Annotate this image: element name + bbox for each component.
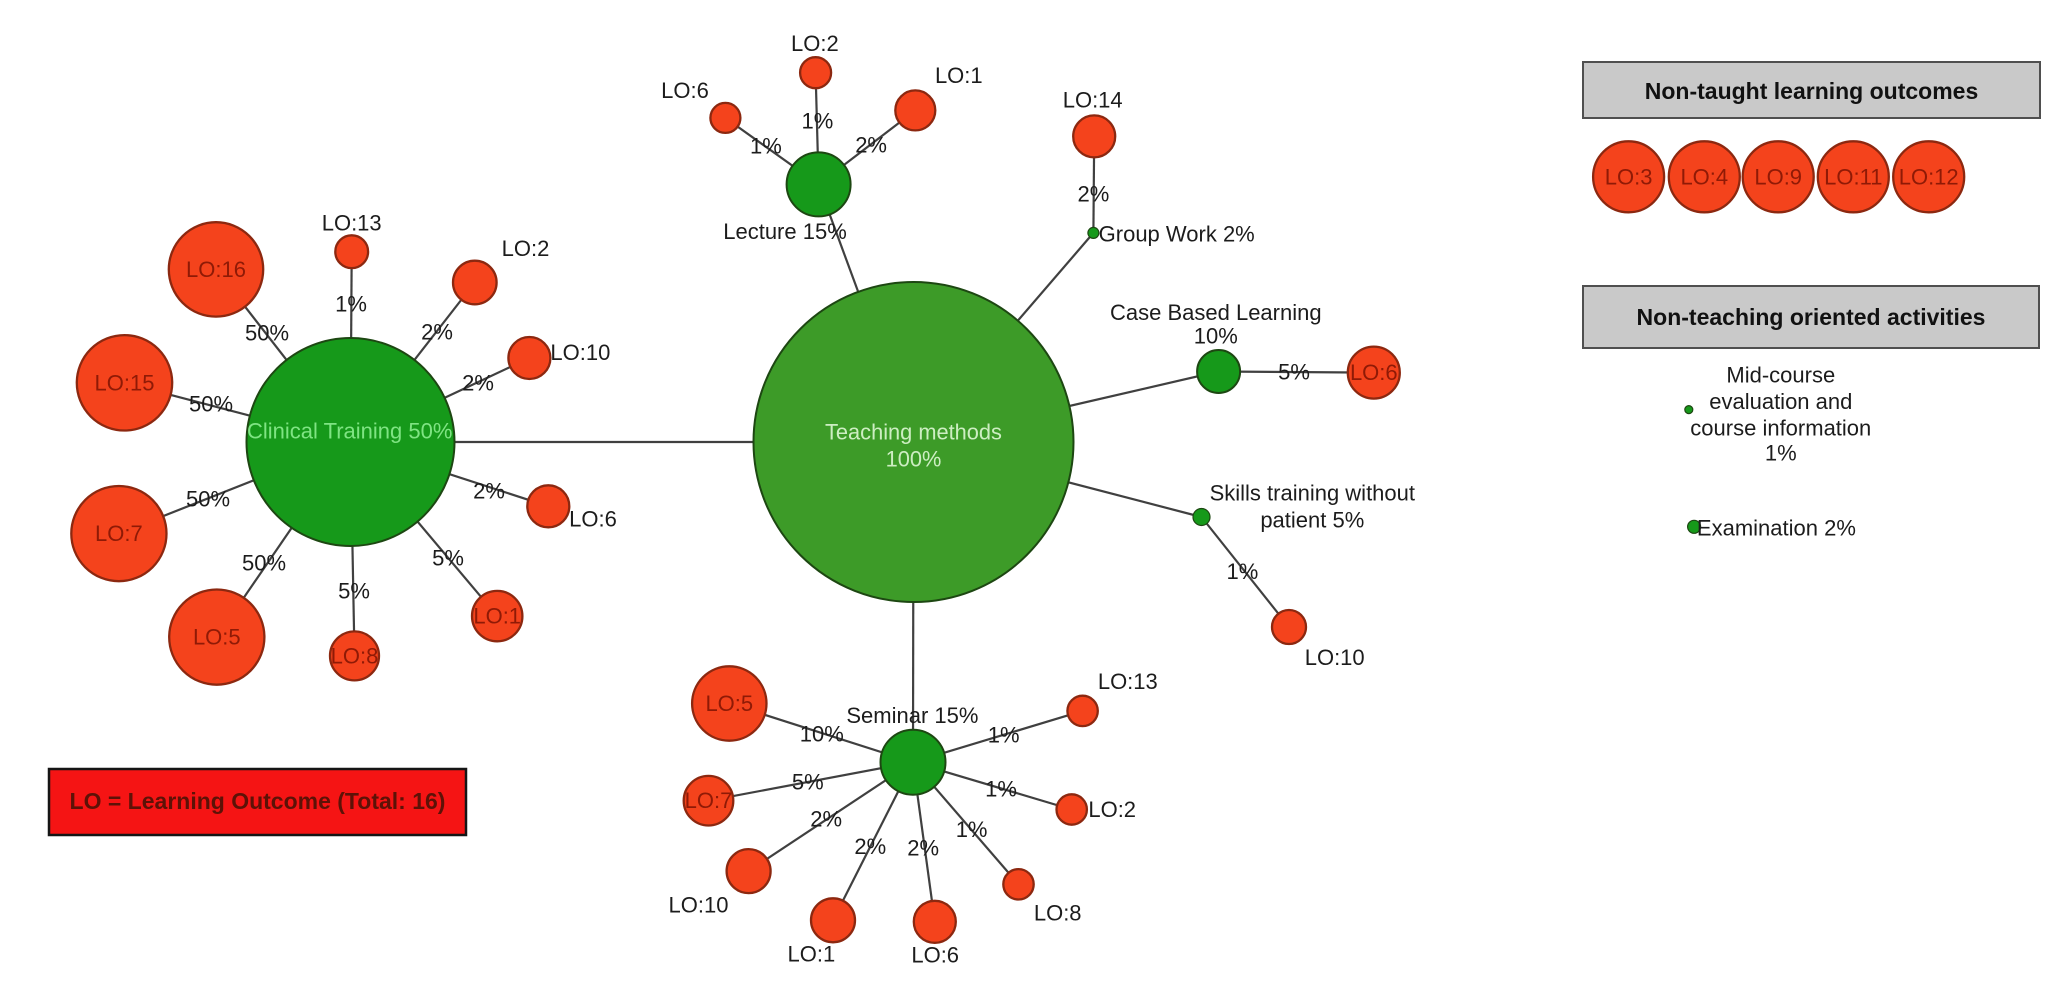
svg-text:LO:13: LO:13 bbox=[1098, 669, 1158, 694]
svg-text:LO:6: LO:6 bbox=[569, 506, 617, 531]
svg-text:1%: 1% bbox=[335, 292, 367, 317]
svg-text:1%: 1% bbox=[1227, 559, 1259, 584]
svg-text:LO:16: LO:16 bbox=[186, 257, 246, 282]
svg-text:2%: 2% bbox=[462, 371, 494, 396]
svg-text:LO:6: LO:6 bbox=[661, 78, 709, 103]
svg-text:1%: 1% bbox=[1765, 441, 1797, 466]
svg-text:LO:11: LO:11 bbox=[1824, 164, 1882, 189]
svg-text:Non-teaching oriented activiti: Non-teaching oriented activities bbox=[1637, 304, 1986, 330]
svg-text:LO:13: LO:13 bbox=[322, 211, 382, 236]
svg-text:LO:9: LO:9 bbox=[1754, 164, 1802, 189]
svg-text:1%: 1% bbox=[802, 108, 834, 133]
svg-text:Seminar 15%: Seminar 15% bbox=[846, 703, 978, 728]
svg-text:50%: 50% bbox=[245, 321, 289, 346]
svg-text:5%: 5% bbox=[432, 546, 464, 571]
svg-text:course information: course information bbox=[1690, 415, 1871, 440]
svg-text:LO:10: LO:10 bbox=[550, 340, 610, 365]
svg-text:100%: 100% bbox=[886, 447, 942, 472]
svg-text:Clinical Training 50%: Clinical Training 50% bbox=[247, 419, 452, 444]
svg-text:LO:1: LO:1 bbox=[788, 942, 836, 967]
svg-text:Teaching methods: Teaching methods bbox=[825, 420, 1002, 445]
svg-text:Skills training without: Skills training without bbox=[1210, 481, 1415, 506]
svg-text:Examination 2%: Examination 2% bbox=[1697, 515, 1856, 540]
svg-text:5%: 5% bbox=[792, 770, 824, 795]
svg-text:1%: 1% bbox=[985, 777, 1017, 802]
svg-text:2%: 2% bbox=[1078, 182, 1110, 207]
svg-text:LO:7: LO:7 bbox=[685, 788, 733, 813]
svg-text:LO:3: LO:3 bbox=[1605, 164, 1653, 189]
svg-text:Group Work 2%: Group Work 2% bbox=[1099, 222, 1255, 247]
svg-text:2%: 2% bbox=[855, 132, 887, 157]
svg-text:LO:10: LO:10 bbox=[1305, 645, 1365, 670]
svg-text:evaluation and: evaluation and bbox=[1709, 389, 1852, 414]
svg-text:10%: 10% bbox=[1194, 324, 1238, 349]
svg-text:LO:8: LO:8 bbox=[331, 643, 379, 668]
svg-text:LO:1: LO:1 bbox=[935, 63, 983, 88]
svg-text:LO:8: LO:8 bbox=[1034, 900, 1082, 925]
svg-text:1%: 1% bbox=[750, 134, 782, 159]
svg-text:Non-taught learning outcomes: Non-taught learning outcomes bbox=[1645, 78, 1979, 104]
svg-text:LO:15: LO:15 bbox=[95, 370, 155, 395]
svg-text:1%: 1% bbox=[956, 817, 988, 842]
svg-text:LO:2: LO:2 bbox=[791, 31, 839, 56]
svg-text:2%: 2% bbox=[854, 834, 886, 859]
svg-text:50%: 50% bbox=[186, 487, 230, 512]
svg-text:LO:5: LO:5 bbox=[193, 625, 241, 650]
svg-text:LO:12: LO:12 bbox=[1899, 164, 1959, 189]
svg-text:patient 5%: patient 5% bbox=[1260, 507, 1364, 532]
svg-text:2%: 2% bbox=[421, 320, 453, 345]
svg-text:LO:2: LO:2 bbox=[502, 236, 550, 261]
svg-text:50%: 50% bbox=[189, 392, 233, 417]
svg-text:LO:7: LO:7 bbox=[95, 521, 143, 546]
svg-text:LO:4: LO:4 bbox=[1680, 164, 1728, 189]
svg-text:Mid-course: Mid-course bbox=[1726, 362, 1835, 387]
svg-text:LO:14: LO:14 bbox=[1063, 88, 1123, 113]
svg-text:Lecture 15%: Lecture 15% bbox=[723, 219, 847, 244]
svg-text:2%: 2% bbox=[810, 807, 842, 832]
svg-text:2%: 2% bbox=[473, 479, 505, 504]
svg-text:LO:5: LO:5 bbox=[705, 691, 753, 716]
svg-text:50%: 50% bbox=[242, 551, 286, 576]
svg-text:2%: 2% bbox=[907, 835, 939, 860]
svg-text:5%: 5% bbox=[1278, 360, 1310, 385]
svg-text:Case Based Learning: Case Based Learning bbox=[1110, 300, 1322, 325]
svg-text:LO = Learning Outcome (Total:: LO = Learning Outcome (Total: 16) bbox=[70, 788, 446, 814]
svg-text:LO:10: LO:10 bbox=[669, 893, 729, 918]
svg-text:LO:6: LO:6 bbox=[911, 942, 959, 967]
svg-text:LO:6: LO:6 bbox=[1350, 360, 1398, 385]
svg-text:10%: 10% bbox=[800, 722, 844, 747]
svg-text:5%: 5% bbox=[338, 579, 370, 604]
svg-text:LO:1: LO:1 bbox=[473, 604, 521, 629]
svg-text:1%: 1% bbox=[988, 723, 1020, 748]
svg-text:LO:2: LO:2 bbox=[1088, 797, 1136, 822]
